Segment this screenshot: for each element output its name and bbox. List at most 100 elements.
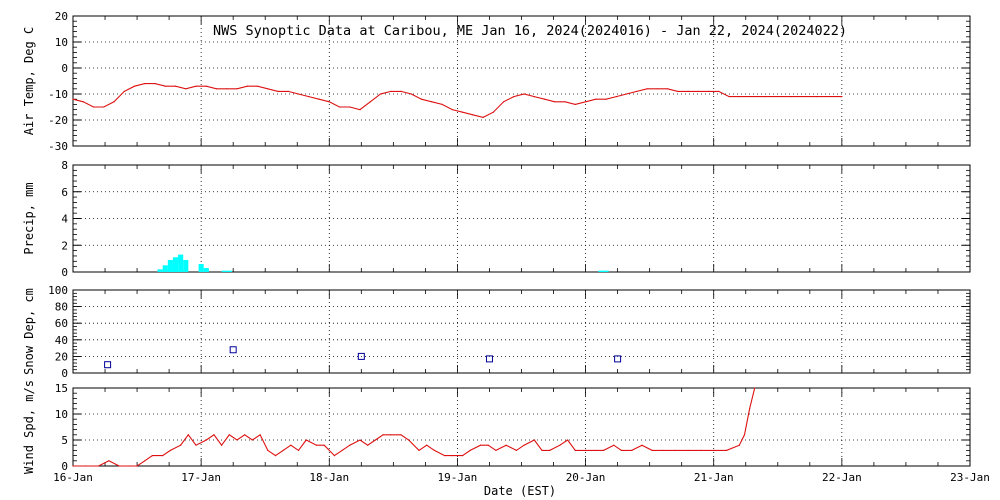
snow-depth-point <box>104 361 112 369</box>
panel-frame <box>72 387 971 467</box>
wind-data-point <box>754 387 756 389</box>
x-tick-label: 17-Jan <box>181 471 221 484</box>
wind-data-point <box>651 449 653 451</box>
precip-bar <box>203 267 209 272</box>
wind-data-point <box>136 465 138 467</box>
wind-data-point <box>620 449 623 451</box>
temp-data-point <box>338 106 341 108</box>
temp-data-point <box>318 98 320 100</box>
temp-data-point <box>390 90 392 92</box>
y-tick-label: 15 <box>55 382 68 395</box>
snow-depth-point <box>485 355 493 363</box>
wind-data-point <box>479 444 482 446</box>
wind-data-point <box>743 434 746 436</box>
temp-data-point <box>666 88 669 90</box>
wind-data-point <box>282 449 284 451</box>
wind-data-point <box>259 434 261 436</box>
temp-data-point <box>72 98 74 100</box>
temp-data-point <box>636 90 638 92</box>
wind-data-point <box>213 434 215 436</box>
wind-data-point <box>267 449 269 451</box>
temp-data-point <box>379 93 382 95</box>
wind-data-point <box>85 465 87 467</box>
precip-bar <box>226 270 232 272</box>
temp-data-point <box>707 90 710 92</box>
temp-data-point <box>646 88 648 90</box>
precip-bar <box>598 270 604 272</box>
wind-data-point <box>333 455 336 457</box>
y-axis-label: Snow Dep, cm <box>22 288 36 375</box>
temp-data-point <box>615 96 617 98</box>
precip-bar <box>162 265 168 272</box>
wind-data-point <box>187 434 189 436</box>
precip-bar <box>157 269 163 272</box>
temp-data-point <box>133 85 136 87</box>
temp-data-point <box>349 106 351 108</box>
wind-data-point <box>162 455 164 457</box>
temp-data-point <box>369 101 371 103</box>
wind-data-point <box>169 449 171 451</box>
wind-data-point <box>613 444 615 446</box>
x-axis-label: Date (EST) <box>484 484 556 498</box>
wind-data-point <box>305 439 307 441</box>
wind-data-point <box>323 444 325 446</box>
wind-data-point <box>297 449 300 451</box>
y-tick-label: 8 <box>61 159 68 172</box>
temp-data-point <box>410 93 412 95</box>
temp-data-point <box>400 90 402 92</box>
y-tick-label: 2 <box>61 239 68 252</box>
y-tick-label: 20 <box>55 10 68 23</box>
temp-data-point <box>513 96 515 98</box>
wind-data-point <box>495 449 497 451</box>
wind-data-point <box>574 449 576 451</box>
y-tick-label: -10 <box>48 88 68 101</box>
temp-data-point <box>584 101 587 103</box>
temp-data-point <box>482 116 484 118</box>
temp-data-point <box>441 103 443 105</box>
temp-data-point <box>297 93 300 95</box>
temp-data-point <box>287 90 289 92</box>
wind-data-point <box>505 444 507 446</box>
wind-data-point <box>349 444 351 446</box>
wind-data-point <box>108 460 110 462</box>
temp-data-point <box>359 109 361 111</box>
wind-data-point <box>374 439 377 441</box>
wind-data-point <box>713 449 715 451</box>
temp-data-point <box>205 85 207 87</box>
temp-data-point <box>420 98 423 100</box>
x-tick-label: 22-Jan <box>822 471 862 484</box>
wind-data-point <box>195 444 197 446</box>
temp-data-point <box>625 93 628 95</box>
y-tick-label: 100 <box>48 284 68 297</box>
panel-frame <box>72 289 971 374</box>
wind-data-point <box>151 455 154 457</box>
wind-data-point <box>244 434 246 436</box>
wind-data-point <box>72 465 74 467</box>
wind-data-point <box>461 455 464 457</box>
wind-data-point <box>418 449 420 451</box>
wind-data-point <box>274 455 277 457</box>
temp-data-point <box>790 96 792 98</box>
wind-data-point <box>390 434 392 436</box>
wind-data-point <box>687 449 689 451</box>
panel-snow: 100 80 60 40 20 0 Snow Dep, cm <box>22 284 971 380</box>
temp-data-point <box>677 90 679 92</box>
temp-data-point <box>492 111 494 113</box>
wind-data-point <box>251 439 253 441</box>
temp-data-point <box>174 85 177 87</box>
temp-data-point <box>82 101 84 103</box>
temp-data-point <box>185 88 187 90</box>
temp-data-point <box>246 85 248 87</box>
y-tick-label: 80 <box>55 301 68 314</box>
precip-bar <box>221 270 227 272</box>
temp-data-point <box>256 85 259 87</box>
wind-data-point <box>118 465 120 467</box>
panel-wind: 15 10 5 0 Wind Spd, m/s <box>22 380 971 474</box>
temp-data-point <box>451 109 453 111</box>
wind-data-point <box>359 439 361 441</box>
temp-data-point <box>154 83 156 85</box>
snow-depth-point <box>614 355 622 363</box>
temp-data-point <box>144 83 146 85</box>
